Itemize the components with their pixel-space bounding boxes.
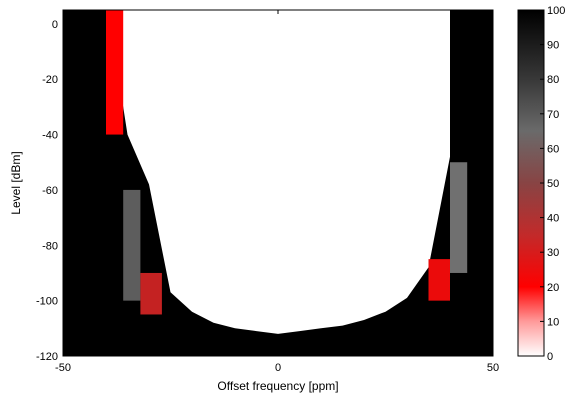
heatmap-cells [63, 10, 493, 356]
colorbar-tick-label: 90 [547, 40, 559, 52]
heatmap-region-2 [106, 10, 124, 135]
heatmap-region-6 [450, 162, 468, 273]
y-axis-label: Level [dBm] [9, 151, 23, 214]
x-tick-label: 50 [487, 362, 499, 374]
colorbar-tick-label: 0 [547, 351, 553, 363]
heatmap-region-0 [63, 10, 106, 356]
y-axis: 0 -20 -40 -60 -80 -100 -120 [36, 19, 493, 363]
x-axis-label: Offset frequency [ppm] [217, 379, 338, 393]
colorbar-tick-label: 40 [547, 213, 559, 225]
y-tick-label: 0 [52, 19, 58, 31]
plot-area [62, 9, 494, 357]
y-tick-label: -100 [36, 296, 58, 308]
y-tick-label: -120 [36, 351, 58, 363]
colorbar-tick-label: 80 [547, 74, 559, 86]
colorbar-tick-label: 10 [547, 316, 559, 328]
colorbar: 0 10 20 30 40 50 60 70 80 90 100 [517, 5, 565, 363]
colorbar-gradient [517, 9, 545, 357]
y-tick-label: -80 [42, 240, 58, 252]
y-tick-label: -20 [42, 74, 58, 86]
x-axis: -50 0 50 [55, 10, 499, 374]
colorbar-tick-label: 60 [547, 143, 559, 155]
colorbar-tick-label: 30 [547, 247, 559, 259]
colorbar-tick-label: 100 [547, 5, 565, 17]
colorbar-tick-label: 70 [547, 109, 559, 121]
heatmap-region-4 [140, 272, 162, 315]
colorbar-tick-label: 50 [547, 178, 559, 190]
y-tick-label: -40 [42, 130, 58, 142]
y-tick-label: -60 [42, 185, 58, 197]
heatmap-region-3 [123, 189, 141, 301]
x-tick-label: -50 [55, 362, 71, 374]
x-tick-label: 0 [275, 362, 281, 374]
heatmap-region-5 [428, 259, 450, 301]
colorbar-tick-label: 20 [547, 282, 559, 294]
